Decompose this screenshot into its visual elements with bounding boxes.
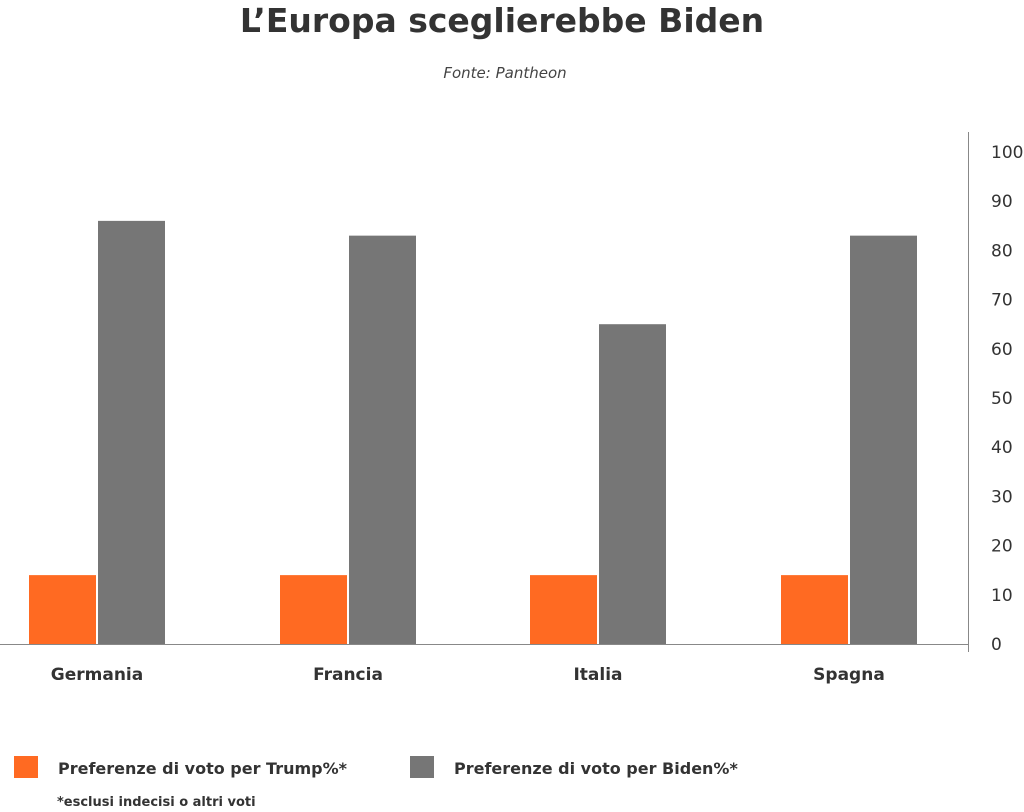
- category-label-germania: Germania: [51, 665, 143, 685]
- bar-biden-francia: [349, 235, 416, 644]
- legend-label-trump: Preferenze di voto per Trump%*: [58, 759, 348, 778]
- legend-swatch-biden: [410, 756, 434, 778]
- y-tick-label-50: 50: [991, 389, 1013, 409]
- legend-swatch-trump: [14, 756, 38, 778]
- y-tick-label-0: 0: [991, 635, 1002, 655]
- category-label-italia: Italia: [573, 665, 622, 685]
- y-tick-label-90: 90: [991, 192, 1013, 212]
- category-label-spagna: Spagna: [813, 665, 885, 685]
- category-labels: Germania Francia Italia Spagna: [51, 665, 885, 685]
- bar-trump-spagna: [781, 575, 848, 644]
- y-tick-label-80: 80: [991, 241, 1013, 261]
- y-axis-ticks: 0 10 20 30 40 50 60 70 80 90 100: [991, 143, 1023, 655]
- bar-biden-germania: [98, 220, 165, 644]
- chart-subtitle: Fonte: Pantheon: [443, 64, 566, 82]
- legend: Preferenze di voto per Trump%* Preferenz…: [14, 756, 738, 778]
- chart-title: L’Europa sceglierebbe Biden: [240, 1, 764, 40]
- category-label-francia: Francia: [313, 665, 383, 685]
- y-tick-label-30: 30: [991, 487, 1013, 507]
- y-tick-label-60: 60: [991, 340, 1013, 360]
- bar-trump-francia: [280, 575, 347, 644]
- y-tick-label-100: 100: [991, 143, 1023, 163]
- y-tick-label-40: 40: [991, 438, 1013, 458]
- bars-layer: [29, 220, 917, 644]
- y-tick-label-20: 20: [991, 537, 1013, 557]
- legend-label-biden: Preferenze di voto per Biden%*: [454, 759, 738, 778]
- bar-biden-spagna: [850, 235, 917, 644]
- bar-biden-italia: [599, 324, 666, 644]
- bar-trump-italia: [530, 575, 597, 644]
- footnote: *esclusi indecisi o altri voti: [57, 795, 256, 810]
- y-tick-label-10: 10: [991, 586, 1013, 606]
- bar-trump-germania: [29, 575, 96, 644]
- y-tick-label-70: 70: [991, 291, 1013, 311]
